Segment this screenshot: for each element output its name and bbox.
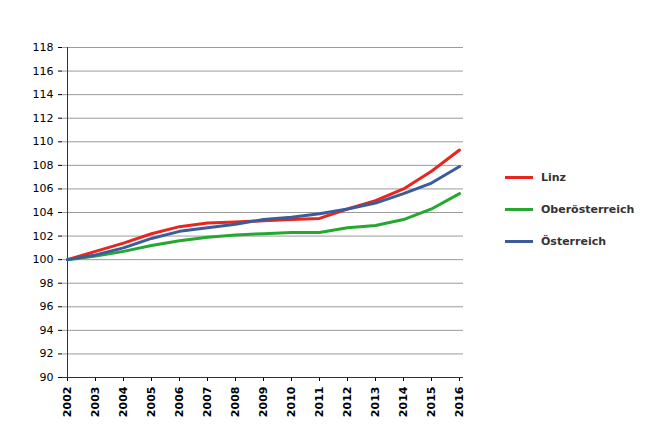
svg-text:94: 94 bbox=[40, 324, 54, 337]
svg-text:2004: 2004 bbox=[117, 386, 130, 417]
svg-text:118: 118 bbox=[33, 41, 54, 54]
svg-text:92: 92 bbox=[40, 347, 54, 360]
svg-text:2006: 2006 bbox=[173, 386, 186, 417]
svg-text:116: 116 bbox=[33, 65, 54, 78]
svg-text:104: 104 bbox=[33, 206, 54, 219]
svg-text:2008: 2008 bbox=[229, 387, 242, 418]
svg-text:108: 108 bbox=[33, 159, 54, 172]
svg-text:98: 98 bbox=[40, 277, 54, 290]
html-text:Österreich: Österreich bbox=[541, 234, 607, 248]
svg-text:2011: 2011 bbox=[313, 387, 326, 418]
svg-text:2012: 2012 bbox=[341, 387, 354, 418]
svg-text:102: 102 bbox=[33, 230, 54, 243]
svg-text:2003: 2003 bbox=[89, 387, 102, 418]
svg-text:2015: 2015 bbox=[425, 387, 438, 418]
svg-text:110: 110 bbox=[33, 135, 54, 148]
svg-text:96: 96 bbox=[40, 300, 54, 313]
svg-text:2005: 2005 bbox=[145, 387, 158, 418]
svg-text:2007: 2007 bbox=[201, 387, 214, 418]
html-text:Linz: Linz bbox=[541, 170, 566, 184]
html-text:Oberösterreich: Oberösterreich bbox=[541, 202, 635, 216]
svg-text:100: 100 bbox=[33, 253, 54, 266]
svg-text:2009: 2009 bbox=[257, 387, 270, 418]
svg-text:2010: 2010 bbox=[285, 386, 298, 417]
svg-text:106: 106 bbox=[33, 182, 54, 195]
svg-text:112: 112 bbox=[33, 112, 54, 125]
svg-text:2016: 2016 bbox=[453, 386, 466, 417]
svg-text:2013: 2013 bbox=[369, 387, 382, 418]
svg-text:2014: 2014 bbox=[397, 386, 410, 417]
svg-text:2002: 2002 bbox=[61, 387, 74, 418]
svg-text:90: 90 bbox=[40, 371, 54, 384]
svg-text:114: 114 bbox=[33, 88, 54, 101]
